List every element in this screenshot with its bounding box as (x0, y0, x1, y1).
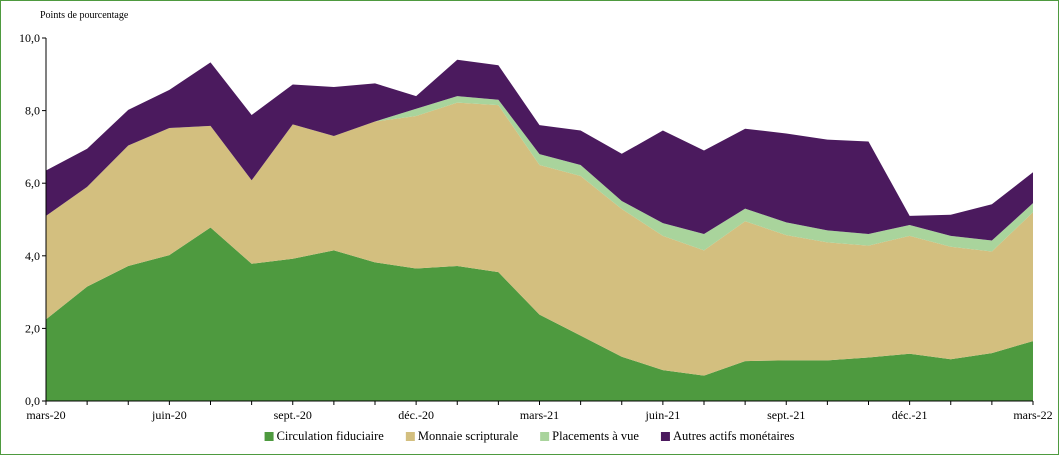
legend-label: Autres actifs monétaires (673, 429, 795, 443)
legend-swatch (540, 432, 550, 441)
legend-item-3: Placements à vue (540, 429, 639, 443)
legend-item-4: Autres actifs monétaires (660, 429, 795, 443)
y-tick-label: 8,0 (25, 104, 40, 118)
legend-label: Placements à vue (552, 429, 639, 443)
unit-label: Points de pourcentage (40, 10, 129, 21)
legend-swatch (660, 432, 670, 441)
area-series-2 (46, 102, 1033, 376)
y-tick-label: 2,0 (25, 321, 40, 335)
x-tick-label: mars-20 (26, 408, 65, 422)
y-tick-label: 4,0 (25, 249, 40, 263)
x-tick-label: déc.-20 (398, 408, 434, 422)
y-tick-label: 10,0 (19, 31, 40, 45)
axes-layer: 0,0 2,0 4,0 6,0 8,0 10,0 mars-20 juin-20 sept.-2… (19, 31, 1053, 422)
x-tick-label: mars-21 (520, 408, 559, 422)
legend-label: Circulation fiduciaire (277, 429, 385, 443)
x-tick-label: juin-20 (151, 408, 187, 422)
x-tick-label: sept.-20 (274, 408, 312, 422)
x-tick-label: juin-21 (645, 408, 681, 422)
legend-label: Monnaie scripturale (418, 429, 519, 443)
legend-item-1: Circulation fiduciaire (264, 429, 385, 443)
y-tick-label: 0,0 (25, 394, 40, 408)
legend-swatch (405, 432, 415, 441)
x-tick-label: mars-22 (1013, 408, 1052, 422)
legend-swatch (264, 432, 274, 441)
y-tick-label: 6,0 (25, 176, 40, 190)
x-tick-label: sept.-21 (767, 408, 805, 422)
legend: Circulation fiduciaire Monnaie scriptural… (264, 429, 795, 443)
area-series-3 (46, 96, 1033, 252)
areas-layer (46, 59, 1033, 401)
legend-item-2: Monnaie scripturale (405, 429, 519, 443)
area-series-1 (46, 227, 1033, 401)
area-series-4 (46, 59, 1033, 241)
x-tick-label: déc.-21 (892, 408, 928, 422)
